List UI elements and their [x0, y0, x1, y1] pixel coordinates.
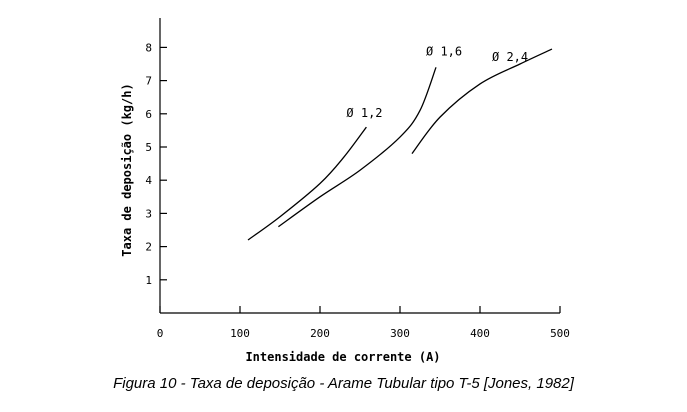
labels-group: 0 100 200 300 400 500 1 2 3 4 5 6 7 8 Intensidade de c… — [120, 41, 570, 364]
x-tick-label: 300 — [390, 327, 410, 340]
series-line — [247, 126, 367, 241]
y-tick-label: 3 — [145, 207, 152, 220]
series-label: Ø 1,6 — [426, 44, 462, 58]
y-tick-label: 2 — [145, 241, 152, 254]
x-tick-label: 200 — [310, 327, 330, 340]
series-group — [247, 48, 553, 241]
y-tick-label: 1 — [145, 274, 152, 287]
chart: 0 100 200 300 400 500 1 2 3 4 5 6 7 8 Intensidade de c… — [120, 18, 570, 364]
y-axis-title: Taxa de deposição (kg/h) — [120, 83, 134, 256]
series-label: Ø 1,2 — [346, 106, 382, 120]
axes — [159, 18, 561, 314]
series-line — [278, 67, 437, 228]
y-tick-label: 6 — [145, 108, 152, 121]
x-tick-label: 500 — [550, 327, 570, 340]
x-axis-title: Intensidade de corrente (A) — [245, 350, 440, 364]
figure-caption: Figura 10 - Taxa de deposição - Arame Tu… — [113, 375, 574, 392]
y-tick-label: 7 — [145, 75, 152, 88]
series-label: Ø 2,4 — [492, 50, 528, 64]
y-tick-label: 8 — [145, 41, 152, 54]
x-tick-label: 100 — [230, 327, 250, 340]
y-tick-label: 5 — [145, 141, 152, 154]
series-line — [411, 48, 553, 155]
x-tick-label: 0 — [157, 327, 164, 340]
x-tick-label: 400 — [470, 327, 490, 340]
y-tick-label: 4 — [145, 174, 152, 187]
